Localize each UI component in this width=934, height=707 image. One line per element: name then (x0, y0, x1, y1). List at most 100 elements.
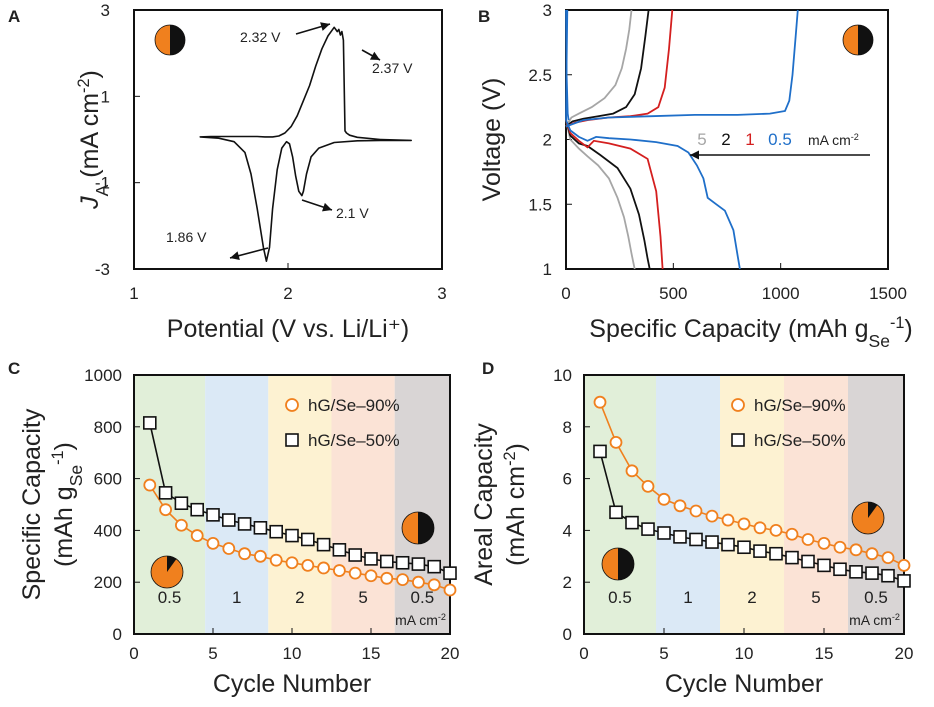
charge-curve-init (565, 9, 569, 121)
x-tick-label: 20 (895, 644, 914, 663)
data-point-square (427, 559, 442, 574)
data-point-square (897, 574, 911, 588)
y-tick-label: 1000 (84, 366, 122, 385)
y-tick-label: 2 (543, 131, 552, 150)
y-tick-label: 6 (563, 470, 572, 489)
data-point-square (143, 416, 157, 430)
data-point-square (206, 508, 220, 522)
annotation-arrow (229, 247, 269, 261)
y-axis-label: JA (mA cm-2) (75, 70, 112, 210)
annotation-arrow (295, 22, 331, 35)
y-tick-label: 1.5 (528, 195, 552, 214)
data-point-circle (673, 499, 687, 513)
annotation-arrow-head (322, 202, 332, 212)
rate-band-label: 0.5 (608, 588, 632, 607)
pie-icon-black (418, 512, 434, 544)
y-tick-label: 1 (543, 260, 552, 279)
y-tick-label: 800 (94, 418, 122, 437)
charge-curve-5 (565, 9, 633, 127)
data-point-square (174, 496, 189, 511)
y-tick-label: 400 (94, 521, 122, 540)
legend-marker-circle (731, 398, 745, 412)
data-point-square (625, 515, 639, 530)
annotation-arrow-head (369, 51, 380, 60)
data-point-circle (801, 533, 815, 546)
annotation-arrow-head (230, 251, 240, 261)
data-point-square (881, 568, 895, 583)
charge-curve-0.5 (565, 9, 799, 128)
rate-band (331, 375, 395, 634)
y-axis-label: (mAh gSe-1) (49, 442, 86, 567)
y-axis-label-part-0: (mAh g (50, 486, 78, 567)
data-point-square (285, 528, 299, 543)
rate-band-label: 5 (811, 588, 820, 607)
y-tick-label: 8 (563, 418, 572, 437)
pie-icon (150, 555, 184, 589)
data-point-square (817, 558, 831, 573)
data-point-circle (253, 549, 267, 563)
y-axis-label-part-2: (mA cm (76, 93, 104, 185)
data-point-square (641, 522, 655, 536)
panel-label-a: A (8, 7, 20, 26)
x-tick-label: 5 (659, 644, 668, 663)
data-point-circle (593, 395, 607, 409)
data-point-circle (206, 536, 220, 550)
pie-icon-black (170, 25, 185, 55)
data-point-square (833, 562, 847, 577)
y-tick-label: 10 (553, 366, 572, 385)
panel-b: 0 500 1000 1500 3 2.5 2 1.5 1 Specific Capacity (… (478, 1, 913, 351)
data-point-square (849, 565, 863, 579)
data-point-circle (689, 504, 703, 518)
discharge-curve-0.5 (565, 119, 741, 270)
discharge-curve-5 (565, 119, 636, 270)
x-tick-label: 15 (362, 644, 381, 663)
data-point-circle (332, 564, 346, 577)
x-tick-label: 0 (579, 644, 588, 663)
data-point-circle (174, 518, 188, 532)
y-tick-label: 200 (94, 573, 122, 592)
data-point-square (332, 543, 347, 557)
y-axis-label-part-4: ) (76, 70, 104, 78)
y-tick-label: -1 (95, 174, 110, 193)
y-tick-label: 4 (563, 521, 572, 540)
data-point-circle (190, 529, 204, 542)
x-tick-label: 2 (283, 284, 292, 303)
x-axis-label-part-2: -1 (890, 314, 904, 332)
x-tick-label: 3 (437, 284, 446, 303)
rate-band-label: 1 (683, 588, 692, 607)
annotation-arrow (301, 199, 333, 212)
x-axis-label-part-1: Se (869, 331, 890, 351)
panel-label-d: D (482, 359, 494, 378)
annotation-label: 1.86 V (166, 229, 207, 245)
x-tick-label: 1000 (762, 284, 800, 303)
rate-label-2: 2 (721, 130, 730, 149)
x-axis-label: Specific Capacity (mAh gSe-1) (589, 314, 912, 351)
rate-band-label: 5 (358, 588, 367, 607)
discharge-curve-1 (565, 119, 664, 270)
data-point-square (753, 544, 767, 558)
y-tick-label: 3 (101, 1, 110, 20)
legend-marker-square (285, 433, 299, 447)
y-tick-label: 600 (94, 470, 122, 489)
rate-unit-label: mA cm-2 (395, 612, 446, 628)
data-point-square (379, 554, 394, 569)
data-point-circle (269, 553, 283, 567)
data-point-square (222, 513, 236, 527)
rate-label-5: 5 (697, 130, 706, 149)
y-tick-label: 2 (563, 573, 572, 592)
pie-icon-black (858, 25, 873, 55)
rate-unit-label: mA cm-2 (808, 132, 859, 148)
data-point-circle (380, 571, 394, 585)
y-axis-label-part-1: A (92, 184, 112, 196)
pie-icon-black (167, 556, 177, 572)
data-point-square (689, 532, 703, 547)
pie-icon (154, 24, 186, 56)
data-point-circle (427, 578, 441, 592)
legend-label: hG/Se–50% (754, 431, 846, 450)
rate-unit-label-part-1: -2 (892, 612, 900, 622)
rate-band (394, 375, 450, 634)
legend-label: hG/Se–90% (308, 396, 400, 415)
data-point-circle (301, 558, 315, 572)
charge-curve-1 (565, 9, 674, 128)
